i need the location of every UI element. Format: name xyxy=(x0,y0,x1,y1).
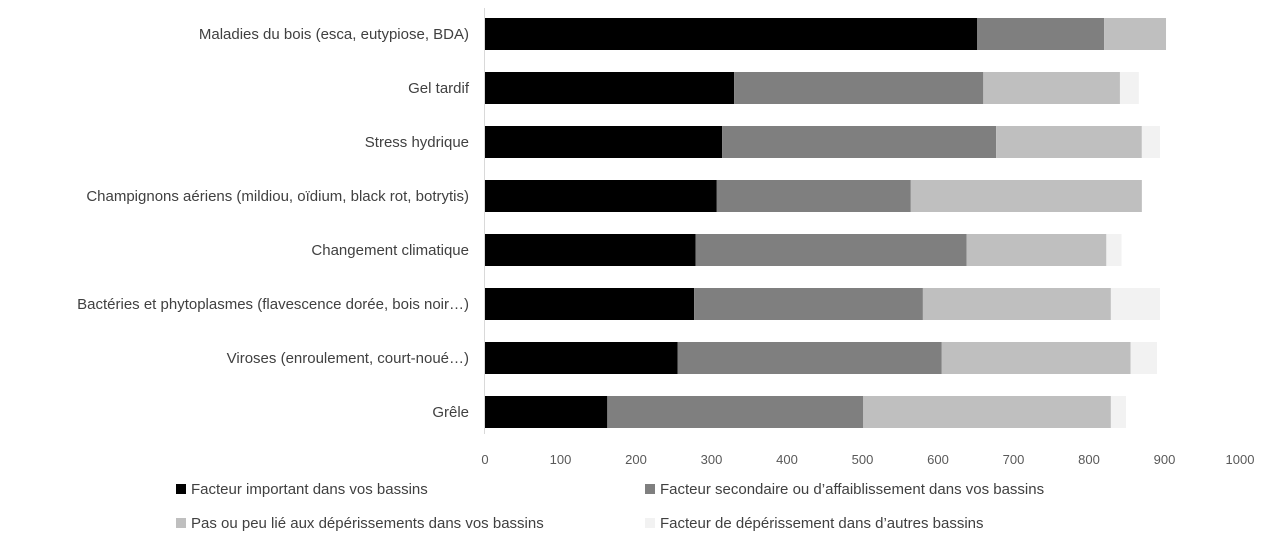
bar-segment-s3-c1 xyxy=(1119,72,1139,104)
category-label: Bactéries et phytoplasmes (flavescence d… xyxy=(77,296,469,313)
bar-segment-s2-c3 xyxy=(910,180,1142,212)
category-label: Champignons aériens (mildiou, oïdium, bl… xyxy=(86,188,469,205)
bar-segment-s0-c1 xyxy=(485,72,735,104)
bar-segment-s1-c7 xyxy=(607,396,864,428)
x-tick-label: 700 xyxy=(1003,452,1025,467)
bar-segment-s3-c5 xyxy=(1110,288,1160,320)
bar-segment-s3-c6 xyxy=(1130,342,1157,374)
category-label: Stress hydrique xyxy=(365,134,469,151)
category-labels: Maladies du bois (esca, eutypiose, BDA) G… xyxy=(77,26,470,421)
x-tick-labels: 0 100 200 300 400 500 600 700 800 900 1000 xyxy=(481,452,1254,467)
bar-segment-s3-c4 xyxy=(1106,234,1122,266)
x-tick-label: 100 xyxy=(550,452,572,467)
bar-segment-s0-c6 xyxy=(485,342,678,374)
bar-segment-s0-c4 xyxy=(485,234,696,266)
bar-segment-s0-c3 xyxy=(485,180,717,212)
x-tick-label: 200 xyxy=(625,452,647,467)
bar-segment-s2-c1 xyxy=(983,72,1120,104)
legend-swatch xyxy=(645,518,655,528)
bars-group xyxy=(485,18,1167,428)
bar-segment-s3-c2 xyxy=(1141,126,1160,158)
x-tick-label: 900 xyxy=(1154,452,1176,467)
bar-segment-s1-c2 xyxy=(722,126,997,158)
bar-segment-s1-c4 xyxy=(695,234,967,266)
bar-segment-s2-c2 xyxy=(996,126,1142,158)
legend-swatch xyxy=(176,484,186,494)
category-label: Changement climatique xyxy=(311,242,469,259)
bar-segment-s0-c5 xyxy=(485,288,695,320)
x-tick-label: 1000 xyxy=(1226,452,1255,467)
legend-label: Facteur de dépérissement dans d’autres b… xyxy=(660,515,984,532)
bar-segment-s2-c5 xyxy=(922,288,1111,320)
bar-segment-s2-c7 xyxy=(863,396,1111,428)
bar-segment-s2-c4 xyxy=(966,234,1107,266)
bar-segment-s2-c6 xyxy=(941,342,1131,374)
bar-segment-s1-c6 xyxy=(677,342,942,374)
bar-segment-s1-c3 xyxy=(716,180,911,212)
category-label: Viroses (enroulement, court-noué…) xyxy=(227,350,469,367)
legend-swatch xyxy=(176,518,186,528)
bar-segment-s3-c7 xyxy=(1110,396,1126,428)
legend: Facteur important dans vos bassins Facteu… xyxy=(176,481,1044,532)
bar-segment-s1-c1 xyxy=(734,72,984,104)
x-tick-label: 0 xyxy=(481,452,488,467)
category-label: Gel tardif xyxy=(408,80,470,97)
category-label: Grêle xyxy=(432,404,469,421)
bar-segment-s1-c0 xyxy=(977,18,1105,50)
legend-label: Facteur important dans vos bassins xyxy=(191,481,428,498)
category-label: Maladies du bois (esca, eutypiose, BDA) xyxy=(199,26,469,43)
x-tick-label: 500 xyxy=(852,452,874,467)
legend-swatch xyxy=(645,484,655,494)
x-tick-label: 600 xyxy=(927,452,949,467)
bar-segment-s0-c2 xyxy=(485,126,723,158)
bar-segment-s0-c7 xyxy=(485,396,608,428)
x-tick-label: 400 xyxy=(776,452,798,467)
legend-label: Facteur secondaire ou d’affaiblissement … xyxy=(660,481,1044,498)
bar-segment-s1-c5 xyxy=(694,288,923,320)
legend-label: Pas ou peu lié aux dépérissements dans v… xyxy=(191,515,544,532)
x-tick-label: 300 xyxy=(701,452,723,467)
x-tick-label: 800 xyxy=(1078,452,1100,467)
bar-segment-s0-c0 xyxy=(485,18,978,50)
bar-segment-s2-c0 xyxy=(1104,18,1167,50)
